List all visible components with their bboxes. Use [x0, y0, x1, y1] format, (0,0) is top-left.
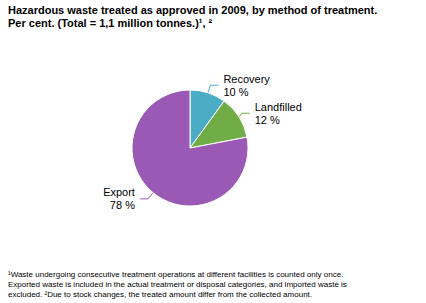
svg-text:Hazardous waste treated as app: Hazardous waste treated as approved in 2… [8, 4, 377, 16]
svg-text:Exported waste is included in: Exported waste is included in the actual… [8, 280, 347, 289]
svg-text:Recovery: Recovery [223, 73, 270, 85]
svg-text:78 %: 78 % [110, 199, 135, 211]
svg-text:12 %: 12 % [255, 114, 280, 126]
svg-text:10 %: 10 % [223, 86, 248, 98]
svg-text:Export: Export [103, 186, 135, 198]
svg-text:Landfilled: Landfilled [255, 101, 302, 113]
svg-text:¹Waste undergoing consecutive: ¹Waste undergoing consecutive treatment … [8, 270, 343, 279]
svg-text:Per cent. (Total = 1,1 million: Per cent. (Total = 1,1 million tonnes.)¹… [8, 17, 213, 29]
svg-text:excluded. ²Due to stock change: excluded. ²Due to stock changes, the tre… [8, 290, 312, 299]
